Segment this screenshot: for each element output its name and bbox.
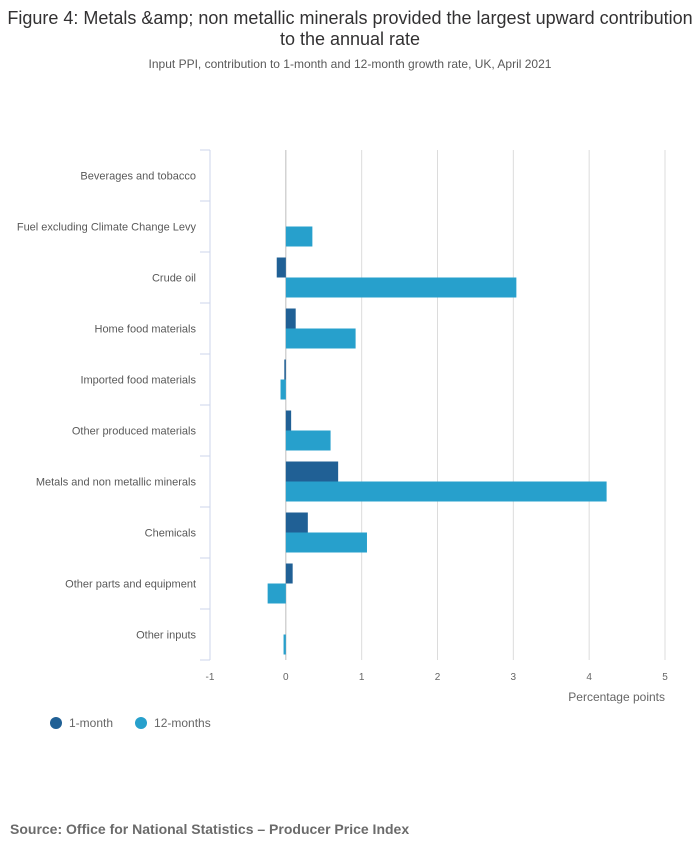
bar-1-month: [285, 308, 296, 329]
category-label: Other produced materials: [72, 426, 197, 438]
bar-12-months: [285, 328, 356, 349]
x-tick-label: -1: [206, 672, 215, 683]
bar-1-month: [284, 359, 286, 380]
legend-label-1-month: 1-month: [69, 716, 114, 730]
category-label: Other inputs: [136, 630, 196, 642]
x-axis-title: Percentage points: [568, 690, 665, 704]
bar-12-months: [283, 634, 286, 655]
bar-12-months: [285, 481, 607, 502]
bar-12-months: [285, 430, 331, 451]
x-tick-label: 0: [283, 672, 289, 683]
bar-1-month: [285, 563, 293, 584]
legend-item-12-months[interactable]: 12-months: [135, 716, 211, 730]
bar-12-months: [285, 226, 313, 247]
category-label: Home food materials: [95, 324, 197, 336]
x-tick-label: 3: [511, 672, 517, 683]
category-label: Fuel excluding Climate Change Levy: [17, 222, 197, 234]
category-label: Beverages and tobacco: [80, 171, 196, 183]
chart-subtitle: Input PPI, contribution to 1-month and 1…: [148, 57, 552, 71]
legend-label-12-months: 12-months: [154, 716, 211, 730]
source-note: Source: Office for National Statistics –…: [10, 821, 410, 837]
bar-12-months: [267, 583, 286, 604]
bar-1-month: [285, 461, 339, 482]
bar-12-months: [280, 379, 286, 400]
category-label: Chemicals: [145, 528, 197, 540]
legend-swatch-12-months: [135, 717, 148, 729]
category-label: Imported food materials: [80, 375, 196, 387]
legend-swatch-1-month: [50, 717, 62, 729]
x-tick-label: 2: [435, 672, 441, 683]
chart-legend: 1-month 12-months: [50, 716, 233, 730]
bar-12-months: [285, 532, 367, 553]
bar-1-month: [276, 257, 286, 278]
x-tick-label: 4: [586, 672, 592, 683]
category-label: Other parts and equipment: [65, 579, 196, 591]
bar-12-months: [285, 277, 517, 298]
category-label: Metals and non metallic minerals: [36, 477, 197, 489]
x-tick-label: 5: [662, 672, 668, 683]
x-tick-label: 1: [359, 672, 365, 683]
bar-1-month: [285, 512, 308, 533]
chart-title: Figure 4: Metals &amp; non metallic mine…: [7, 8, 693, 49]
bar-1-month: [285, 410, 292, 431]
legend-item-1-month[interactable]: 1-month: [50, 716, 113, 730]
category-label: Crude oil: [152, 273, 196, 285]
